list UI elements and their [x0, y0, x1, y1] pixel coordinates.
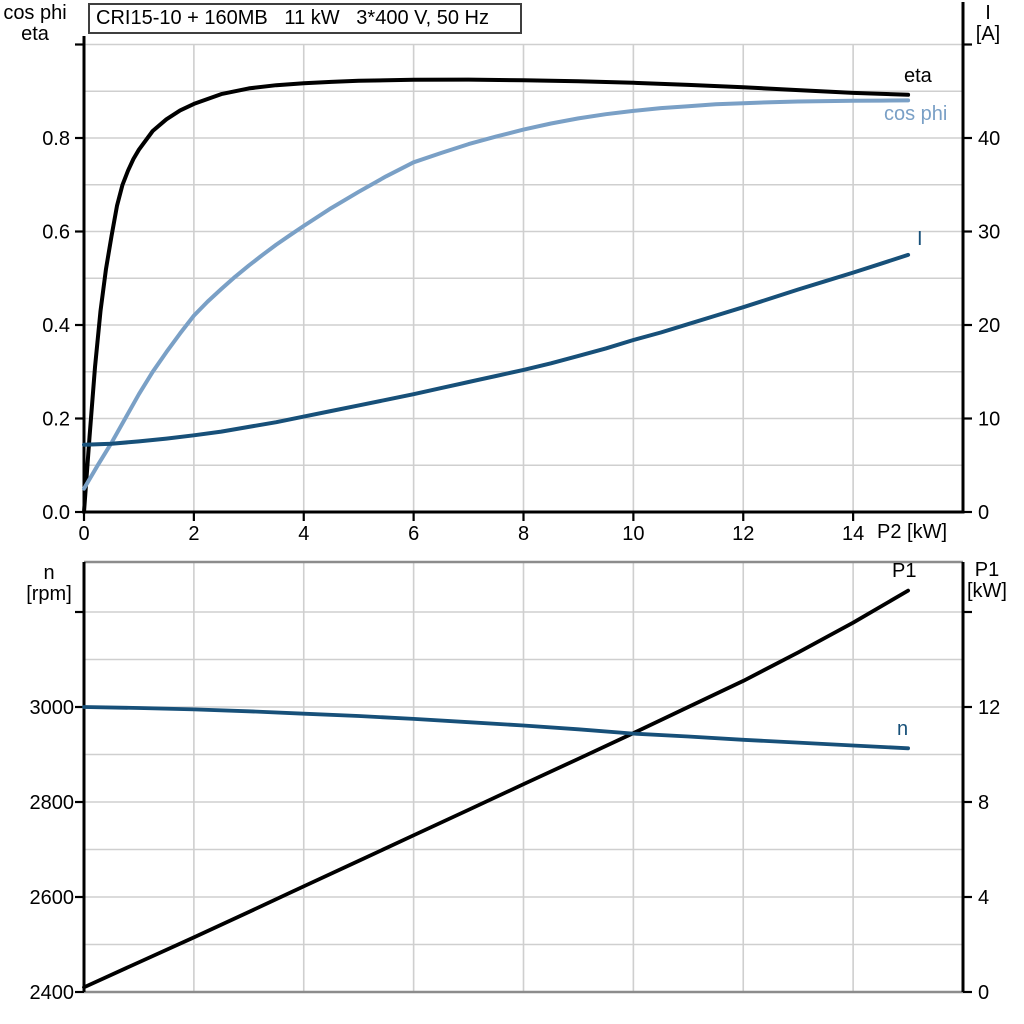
bottom-chart: 2400 2600 2800 3000 0 4 8 12: [30, 560, 1001, 1004]
x-tick-label: 4: [298, 523, 309, 545]
bottom-right-axis-label: P1 [kW]: [958, 560, 1016, 602]
right-tick-label: 40: [978, 128, 1000, 150]
bottom-chart-grid: [84, 562, 963, 992]
bottom-left-axis-label: n [rpm]: [16, 563, 82, 605]
current-curve: [82, 252, 911, 447]
right-tick-label: 8: [978, 792, 989, 814]
axis-label-kw-unit: [kW]: [967, 580, 1007, 602]
top-chart-tick-labels: 0.0 0.2 0.4 0.6 0.8 0 10 20 30 40 0 2 4 6 8 10 12 14: [42, 128, 1000, 545]
x-tick-label: 8: [518, 523, 529, 545]
top-chart-grid: [84, 43, 963, 512]
top-chart-ticks: [75, 43, 972, 521]
x-tick-label: 0: [78, 523, 89, 545]
x-tick-label: 2: [188, 523, 199, 545]
x-axis-label: P2 [kW]: [877, 521, 948, 543]
bottom-chart-frame: [84, 560, 963, 994]
chart-title: CRI15-10 + 160MB 11 kW 3*400 V, 50 Hz: [96, 7, 489, 29]
right-tick-label: 12: [978, 697, 1000, 719]
left-tick-label: 0.2: [42, 409, 70, 431]
right-tick-label: 30: [978, 222, 1000, 244]
axis-label-ampere-unit: [A]: [975, 23, 1001, 45]
p1-curve-label: P1: [892, 560, 917, 582]
right-tick-label: 4: [978, 887, 989, 909]
right-tick-label: 20: [978, 315, 1000, 337]
x-tick-label: 6: [408, 523, 419, 545]
left-tick-label: 3000: [30, 697, 75, 719]
x-tick-label: 12: [732, 523, 754, 545]
p1-curve: [82, 588, 910, 990]
axis-label-cos-phi: cos phi: [3, 2, 67, 24]
left-tick-label: 2800: [30, 792, 75, 814]
left-tick-label: 2600: [30, 887, 75, 909]
n-curve-label: n: [897, 718, 909, 740]
axis-label-p1: P1: [974, 559, 1000, 581]
left-tick-label: 0.6: [42, 222, 70, 244]
axis-label-rpm-unit: [rpm]: [26, 583, 72, 605]
axis-label-current: I: [985, 2, 991, 24]
cos-phi-curve-label: cos phi: [884, 103, 948, 125]
cos-phi-curve: [82, 98, 911, 491]
top-right-axis-label: I [A]: [963, 3, 1013, 45]
bottom-chart-tick-labels: 2400 2600 2800 3000 0 4 8 12: [30, 697, 1001, 1004]
right-tick-label: 0: [978, 502, 989, 524]
bottom-chart-axes: [82, 562, 965, 992]
left-tick-label: 0.8: [42, 128, 70, 150]
eta-curve-label: eta: [904, 65, 932, 87]
left-tick-label: 0.4: [42, 315, 70, 337]
left-tick-label: 0.0: [42, 502, 70, 524]
axis-label-eta: eta: [21, 23, 49, 45]
top-chart: 0.0 0.2 0.4 0.6 0.8 0 10 20 30 40 0 2 4 6 8 10 12 14: [42, 2, 1000, 545]
speed-curve: [82, 705, 910, 751]
right-tick-label: 10: [978, 409, 1000, 431]
x-tick-label: 14: [842, 523, 864, 545]
x-tick-label: 10: [622, 523, 644, 545]
chart-title-box: CRI15-10 + 160MB 11 kW 3*400 V, 50 Hz: [88, 3, 522, 34]
top-left-axis-label: cos phi eta: [2, 3, 68, 45]
axis-label-n: n: [43, 562, 55, 584]
left-tick-label: 2400: [30, 982, 75, 1004]
current-curve-label: I: [917, 228, 923, 250]
eta-curve: [82, 77, 911, 514]
right-tick-label: 0: [978, 982, 989, 1004]
